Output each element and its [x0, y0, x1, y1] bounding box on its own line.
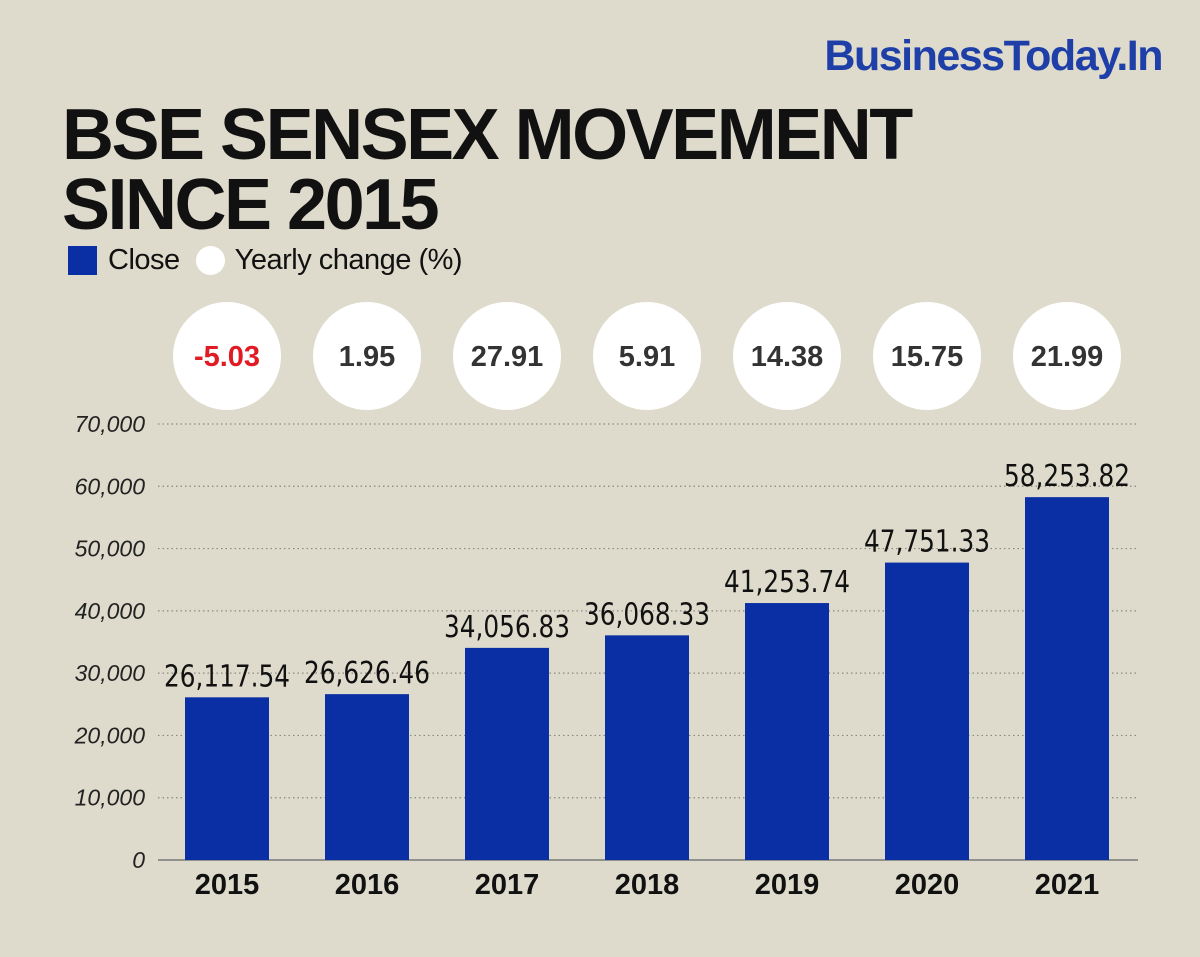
change-label: -5.03 [194, 341, 260, 373]
bar-value-label: 41,253.74 [724, 565, 850, 600]
bar [465, 647, 549, 860]
change-swatch [195, 246, 225, 275]
x-tick-label: 2018 [615, 869, 680, 901]
change-label: 15.75 [891, 341, 964, 373]
bar [745, 603, 829, 860]
y-tick-label: 60,000 [75, 473, 146, 499]
y-tick-label: 10,000 [75, 785, 146, 811]
legend: Close Yearly change (%) [68, 244, 463, 277]
bar [185, 697, 269, 860]
change-label: 1.95 [339, 341, 395, 373]
x-tick-label: 2016 [335, 869, 400, 901]
y-tick-label: 40,000 [75, 598, 146, 624]
bar-value-label: 36,068.33 [584, 597, 710, 632]
y-tick-label: 20,000 [74, 722, 146, 748]
title-line-1: BSE SENSEX MOVEMENT [62, 95, 913, 175]
change-bubble [1013, 302, 1121, 410]
change-label: 5.91 [619, 341, 675, 373]
bar-value-label: 34,056.83 [444, 610, 570, 645]
legend-change-label: Yearly change (%) [234, 244, 463, 276]
x-tick-label: 2017 [475, 869, 540, 901]
chart-title: BSE SENSEX MOVEMENT SINCE 2015 [62, 95, 913, 245]
legend-close-label: Close [108, 244, 180, 276]
bar-value-label: 26,626.46 [304, 656, 430, 691]
change-bubble [593, 302, 701, 410]
x-tick-label: 2021 [1035, 869, 1100, 901]
change-label: 14.38 [751, 341, 824, 373]
bar-value-label: 58,253.82 [1004, 459, 1130, 494]
x-tick-label: 2020 [895, 869, 960, 901]
change-bubble [873, 302, 981, 410]
x-tick-label: 2015 [195, 869, 260, 901]
bar [605, 635, 689, 860]
bar [325, 694, 409, 860]
title-line-2: SINCE 2015 [62, 165, 440, 245]
change-bubble [733, 302, 841, 410]
y-tick-label: 30,000 [75, 660, 146, 686]
y-tick-label: 70,000 [75, 411, 146, 437]
change-bubble [453, 302, 561, 410]
bar-value-label: 47,751.33 [864, 525, 990, 560]
y-tick-label: 50,000 [75, 536, 146, 562]
bar [885, 562, 969, 860]
change-label: 21.99 [1031, 341, 1104, 373]
close-swatch [68, 246, 97, 275]
change-label: 27.91 [471, 341, 544, 373]
bar-value-label: 26,117.54 [164, 659, 290, 694]
brand-logo: BusinessToday.In [824, 32, 1163, 80]
bar [1025, 497, 1109, 860]
change-bubble [313, 302, 421, 410]
change-bubble [173, 302, 281, 410]
x-tick-label: 2019 [755, 869, 820, 901]
y-tick-label: 0 [132, 847, 145, 873]
